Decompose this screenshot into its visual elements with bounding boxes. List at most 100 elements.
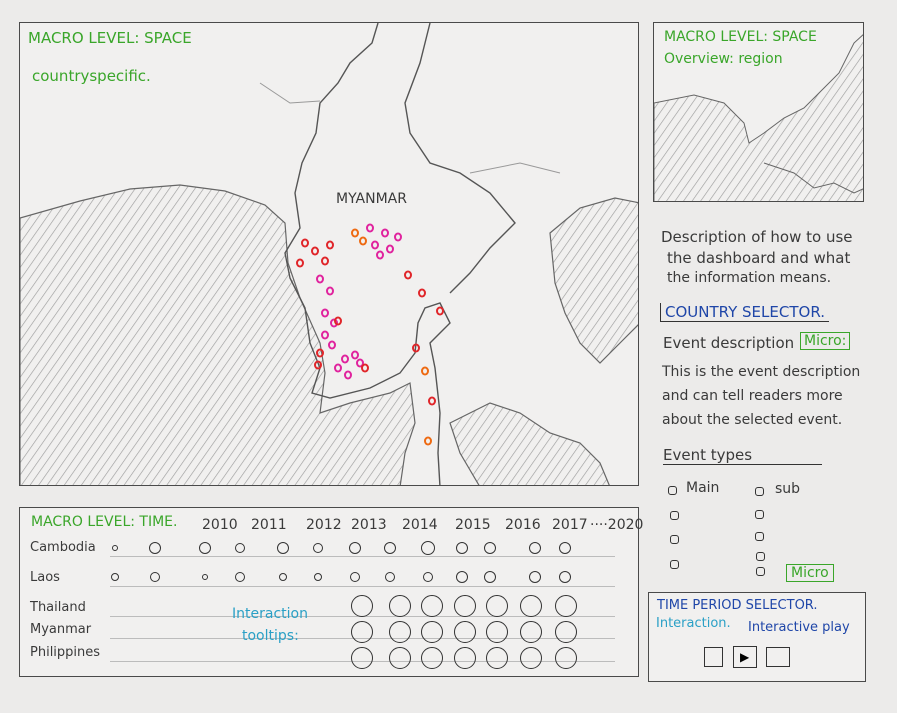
checkbox-main-3[interactable] xyxy=(670,535,679,544)
year-circle[interactable] xyxy=(149,542,161,554)
year-circle[interactable] xyxy=(520,647,542,669)
year-circle[interactable] xyxy=(384,542,396,554)
year-circle[interactable] xyxy=(111,573,119,581)
event-dot[interactable] xyxy=(412,343,420,353)
event-dot[interactable] xyxy=(334,363,342,373)
year-circle[interactable] xyxy=(421,621,443,643)
checkbox-main[interactable] xyxy=(668,486,677,495)
event-dot[interactable] xyxy=(356,358,364,368)
year-circle[interactable] xyxy=(385,572,395,582)
play-button[interactable]: ▶ xyxy=(733,646,757,668)
year-circle[interactable] xyxy=(277,542,289,554)
checkbox-sub[interactable] xyxy=(755,487,764,496)
year-circle[interactable] xyxy=(421,595,443,617)
country-selector[interactable]: COUNTRY SELECTOR. xyxy=(660,303,829,322)
event-dot[interactable] xyxy=(344,370,352,380)
event-dot[interactable] xyxy=(328,340,336,350)
event-dot[interactable] xyxy=(321,330,329,340)
year-circle[interactable] xyxy=(351,621,373,643)
event-dot[interactable] xyxy=(351,228,359,238)
year-circle[interactable] xyxy=(529,571,541,583)
event-dot[interactable] xyxy=(371,240,379,250)
event-dots[interactable] xyxy=(20,23,639,486)
year-circle[interactable] xyxy=(555,595,577,617)
event-dot[interactable] xyxy=(436,306,444,316)
event-dot[interactable] xyxy=(421,366,429,376)
year-circle[interactable] xyxy=(199,542,211,554)
event-dot[interactable] xyxy=(366,223,374,233)
event-dot[interactable] xyxy=(334,316,342,326)
event-dot[interactable] xyxy=(394,232,402,242)
year-circle[interactable] xyxy=(454,621,476,643)
event-dot[interactable] xyxy=(330,318,338,328)
year-circle[interactable] xyxy=(389,621,411,643)
year-circle[interactable] xyxy=(150,572,160,582)
year-circle[interactable] xyxy=(202,574,208,580)
event-dot[interactable] xyxy=(316,348,324,358)
event-dot[interactable] xyxy=(418,288,426,298)
year-circle[interactable] xyxy=(351,647,373,669)
year-circle[interactable] xyxy=(389,647,411,669)
year-circle[interactable] xyxy=(349,542,361,554)
event-dot[interactable] xyxy=(301,238,309,248)
year-circle[interactable] xyxy=(235,572,245,582)
event-dot[interactable] xyxy=(341,354,349,364)
event-dot[interactable] xyxy=(376,250,384,260)
year-circle[interactable] xyxy=(423,572,433,582)
year-circle[interactable] xyxy=(486,647,508,669)
event-dot[interactable] xyxy=(314,360,322,370)
checkbox-main-2[interactable] xyxy=(670,511,679,520)
checkbox-sub-4[interactable] xyxy=(756,552,765,561)
event-dot[interactable] xyxy=(311,246,319,256)
event-dot[interactable] xyxy=(404,270,412,280)
type-main-label: Main xyxy=(686,480,720,496)
event-dot[interactable] xyxy=(326,240,334,250)
year-circle[interactable] xyxy=(421,541,435,555)
year-circle[interactable] xyxy=(486,595,508,617)
year-circle[interactable] xyxy=(235,543,245,553)
event-dot[interactable] xyxy=(359,236,367,246)
year-circle[interactable] xyxy=(314,573,322,581)
event-dot[interactable] xyxy=(361,363,369,373)
checkbox-sub-3[interactable] xyxy=(755,532,764,541)
event-dot[interactable] xyxy=(428,396,436,406)
event-dot[interactable] xyxy=(351,350,359,360)
year-circle[interactable] xyxy=(559,542,571,554)
event-dot[interactable] xyxy=(386,244,394,254)
checkbox-main-4[interactable] xyxy=(670,560,679,569)
year-circle[interactable] xyxy=(454,595,476,617)
event-dot[interactable] xyxy=(316,274,324,284)
year-circle[interactable] xyxy=(559,571,571,583)
checkbox-sub-2[interactable] xyxy=(755,510,764,519)
year-circle[interactable] xyxy=(112,545,118,551)
year-circle[interactable] xyxy=(555,621,577,643)
year-circle[interactable] xyxy=(520,595,542,617)
checkbox-sub-5[interactable] xyxy=(756,567,765,576)
year-circle[interactable] xyxy=(529,542,541,554)
next-button[interactable] xyxy=(766,647,790,667)
event-dot[interactable] xyxy=(381,228,389,238)
description-line-1: Description of how to use xyxy=(661,228,853,246)
event-dot[interactable] xyxy=(296,258,304,268)
year-circle[interactable] xyxy=(389,595,411,617)
event-dot[interactable] xyxy=(424,436,432,446)
year-circle[interactable] xyxy=(484,542,496,554)
year-circle[interactable] xyxy=(486,621,508,643)
event-dot[interactable] xyxy=(321,308,329,318)
year-circle[interactable] xyxy=(454,647,476,669)
year-circle[interactable] xyxy=(351,595,373,617)
year-circle[interactable] xyxy=(350,572,360,582)
year-circle[interactable] xyxy=(456,571,468,583)
year-circle[interactable] xyxy=(484,571,496,583)
year-circle[interactable] xyxy=(456,542,468,554)
prev-button[interactable] xyxy=(704,647,723,667)
event-dot[interactable] xyxy=(321,256,329,266)
year-circle[interactable] xyxy=(520,621,542,643)
interaction-label: Interaction. xyxy=(656,616,731,631)
year-circle[interactable] xyxy=(279,573,287,581)
overview-subtitle: Overview: region xyxy=(664,51,783,67)
year-circle[interactable] xyxy=(313,543,323,553)
year-circle[interactable] xyxy=(421,647,443,669)
year-circle[interactable] xyxy=(555,647,577,669)
event-dot[interactable] xyxy=(326,286,334,296)
